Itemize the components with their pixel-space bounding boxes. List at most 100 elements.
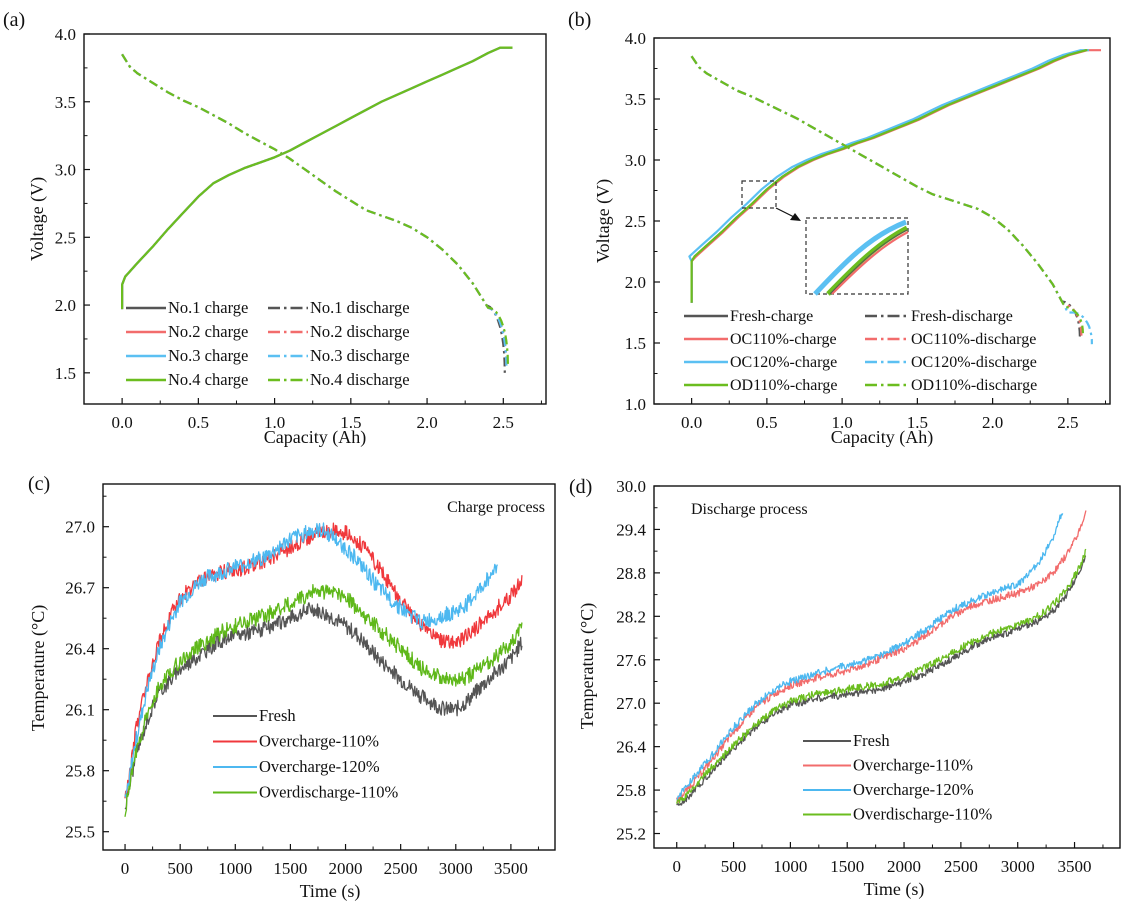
y-tick-label: 28.2 <box>616 607 646 626</box>
panel-d-annotation: Discharge process <box>691 501 808 518</box>
legend-item: OC120%-charge <box>684 354 837 371</box>
x-tick-label: 1000 <box>773 857 807 876</box>
plot-frame <box>102 483 556 851</box>
legend-item: Fresh-charge <box>684 308 813 325</box>
legend-item: Fresh <box>213 706 296 725</box>
plot-area <box>676 510 1087 806</box>
x-tick-label: 2500 <box>944 857 978 876</box>
legend-item: Fresh-discharge <box>865 308 1013 325</box>
legend-label: OC120%-discharge <box>911 354 1037 371</box>
legend-label: OC120%-charge <box>730 354 837 371</box>
plot-frame <box>83 33 547 405</box>
series-fresh-discharge <box>690 55 1081 337</box>
legend-label: No.3 discharge <box>310 346 410 365</box>
x-tick-label: 1.5 <box>340 413 361 432</box>
y-tick-label: 27.0 <box>616 694 646 713</box>
x-tick-label: 3000 <box>1001 857 1035 876</box>
legend-item: No.3 discharge <box>268 346 410 365</box>
y-tick-label: 26.1 <box>65 701 95 720</box>
series-fresh <box>124 602 523 810</box>
panel-c-ylabel: Temperature (°C) <box>28 605 49 731</box>
legend-label: Fresh-charge <box>730 308 813 325</box>
y-tick-label: 1.5 <box>55 364 76 383</box>
legend-label: Overcharge-110% <box>853 756 973 775</box>
y-tick-label: 28.8 <box>616 564 646 583</box>
series-no-4-charge <box>121 46 513 310</box>
legend-label: No.1 charge <box>168 298 248 317</box>
panel-label-c: (c) <box>28 473 50 495</box>
y-tick-label: 2.0 <box>55 296 76 315</box>
series-overdischarge-110pct <box>124 584 523 817</box>
panel-a-xlabel: Capacity (Ah) <box>264 427 366 448</box>
legend-label: Overcharge-110% <box>259 732 379 751</box>
legend-item: OC110%-charge <box>684 331 837 348</box>
x-tick-label: 0 <box>672 857 681 876</box>
panel-d-temperature-discharge: 0 500 1000 1500 2000 2500 3000 3500 25.2 25.8 26.4… <box>616 477 1121 876</box>
x-tick-label: 0.5 <box>188 413 209 432</box>
y-tick-label: 3.5 <box>625 90 646 109</box>
legend-item: OD110%-discharge <box>865 377 1037 394</box>
y-tick-label: 26.7 <box>65 579 95 598</box>
x-tick-label: 3500 <box>494 859 528 878</box>
y-tick-label: 27.6 <box>616 651 646 670</box>
y-tick-label: 3.5 <box>55 93 76 112</box>
panel-label-b: (b) <box>568 9 591 31</box>
y-tick-label: 2.5 <box>55 228 76 247</box>
panel-b-ylabel: Voltage (V) <box>593 179 614 263</box>
panel-c-xlabel: Time (s) <box>300 881 361 902</box>
panel-c-temperature-charge: 0 500 1000 1500 2000 2500 3000 3500 25.5 25.8 26.1… <box>65 483 556 878</box>
legend-label: No.3 charge <box>168 346 248 365</box>
x-tick-label: 1.0 <box>831 413 852 432</box>
inset-series-od110 <box>826 225 909 296</box>
y-tick-label: 4.0 <box>625 29 646 48</box>
y-tick-label: 1.5 <box>625 334 646 353</box>
series-fresh <box>676 555 1087 806</box>
series-no-3-charge <box>121 46 513 310</box>
legend-label: Fresh <box>853 731 890 750</box>
legend-label: OD110%-discharge <box>911 377 1037 394</box>
series-od110pct-charge <box>690 49 1088 303</box>
series-no-2-charge <box>121 46 513 310</box>
series-overcharge-110pct <box>124 522 523 799</box>
legend-item: No.2 discharge <box>268 322 410 341</box>
y-tick-label: 25.8 <box>65 762 95 781</box>
legend-label: No.1 discharge <box>310 298 410 317</box>
legend-item: Overcharge-120% <box>803 780 974 799</box>
inset-zoom <box>805 217 909 296</box>
x-tick-label: 1.0 <box>264 413 285 432</box>
legend-item: OD110%-charge <box>684 377 838 394</box>
x-tick-label: 1500 <box>830 857 864 876</box>
panel-a-ylabel: Voltage (V) <box>27 177 48 261</box>
y-tick-label: 2.5 <box>625 212 646 231</box>
x-tick-label: 3000 <box>439 859 473 878</box>
legend-item: No.4 discharge <box>268 370 410 389</box>
inset-series-fresh <box>829 229 908 295</box>
panel-label-d: (d) <box>569 476 592 498</box>
legend-label: OC110%-charge <box>730 331 837 348</box>
legend-label: Overcharge-120% <box>259 757 380 776</box>
legend-item: Overdischarge-110% <box>803 805 993 824</box>
legend-item: OC110%-discharge <box>865 331 1036 348</box>
panel-b-xlabel: Capacity (Ah) <box>831 427 933 448</box>
legend-label: Overdischarge-110% <box>853 805 993 824</box>
x-tick-label: 500 <box>167 859 193 878</box>
series-overdischarge-110pct <box>676 548 1087 804</box>
y-tick-label: 30.0 <box>616 477 646 496</box>
y-tick-label: 25.2 <box>616 825 646 844</box>
inset-series-oc120 <box>813 219 907 296</box>
series-overcharge-110pct <box>676 510 1087 803</box>
legend-label: OD110%-charge <box>730 377 838 394</box>
panel-c-annotation: Charge process <box>447 499 545 516</box>
series-no-4-discharge <box>121 53 509 365</box>
legend-item: OC120%-discharge <box>865 354 1037 371</box>
plot-frame <box>653 485 1121 849</box>
series-od110pct-discharge <box>690 55 1084 334</box>
x-tick-label: 2.5 <box>493 413 514 432</box>
legend-item: No.2 charge <box>126 322 248 341</box>
series-no-2-discharge <box>121 53 508 367</box>
panel-a-voltage-capacity: 0.0 0.5 1.0 1.5 2.0 2.5 1.5 2.0 2.5 3.0 3.5 4.0 No.1… <box>55 25 547 432</box>
x-tick-label: 1000 <box>218 859 252 878</box>
legend-label: OC110%-discharge <box>911 331 1036 348</box>
x-tick-label: 2500 <box>384 859 418 878</box>
y-tick-label: 29.4 <box>616 520 646 539</box>
